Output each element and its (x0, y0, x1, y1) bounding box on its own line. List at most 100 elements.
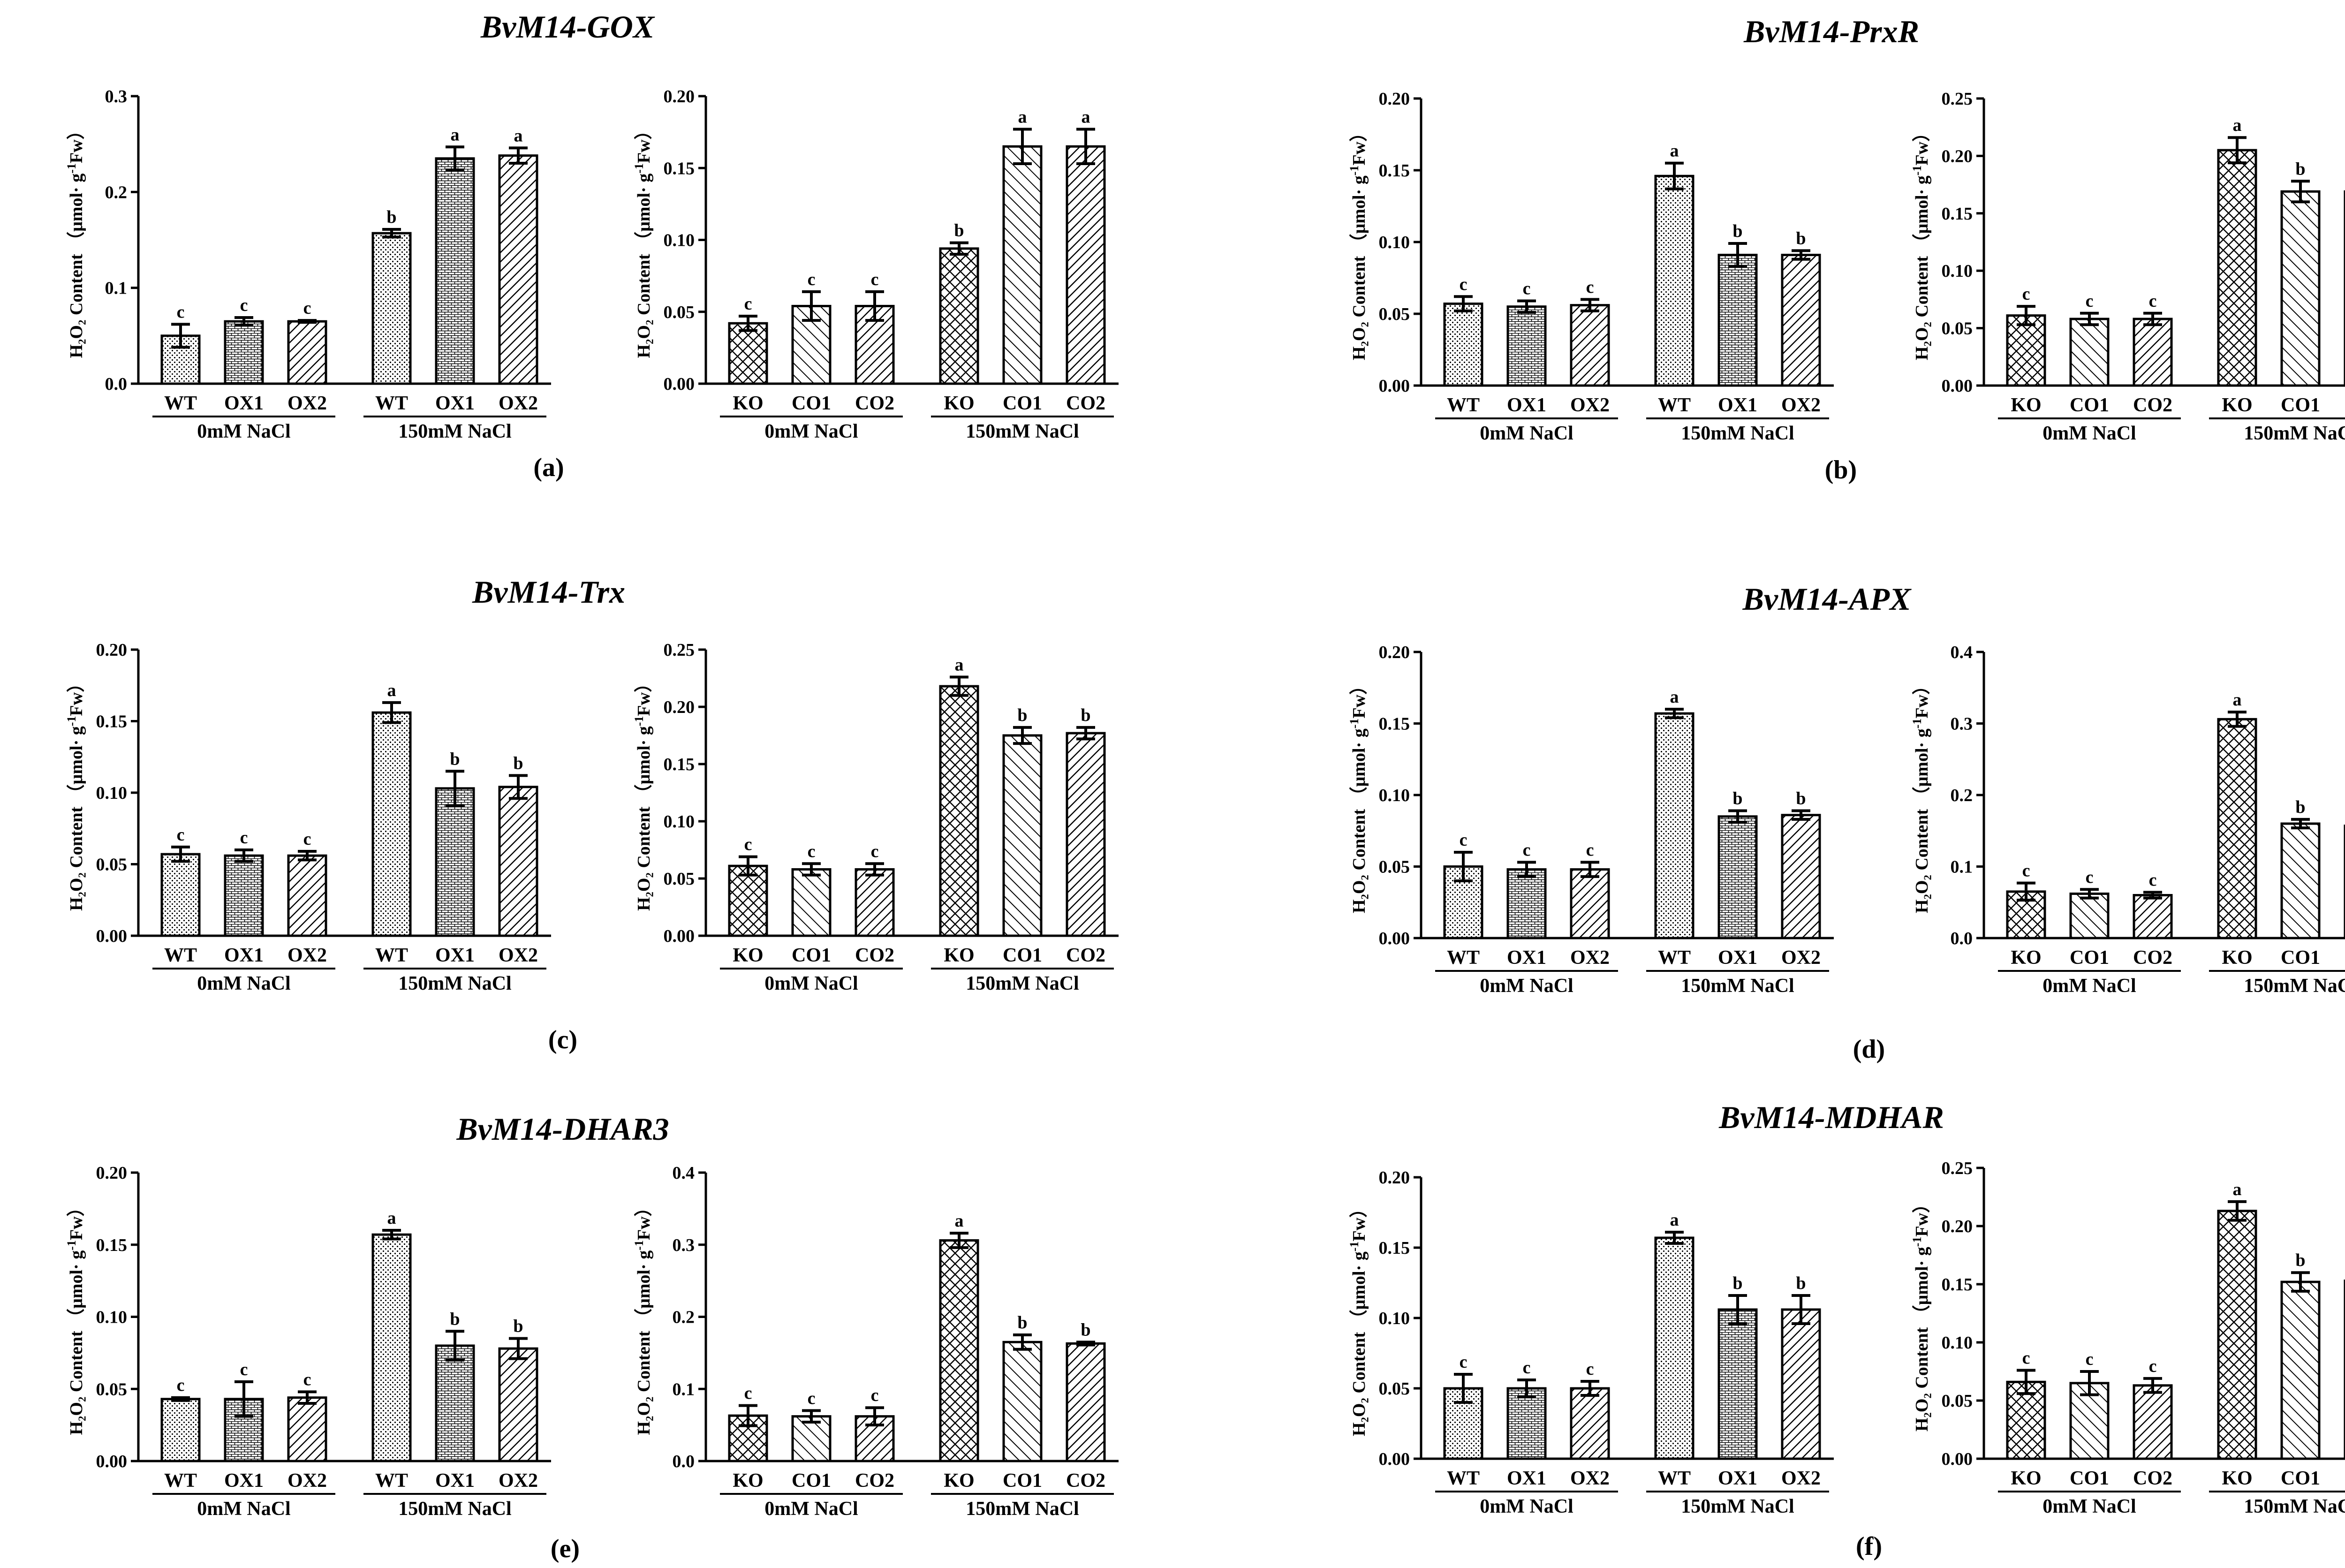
category-label: KO (944, 1470, 974, 1492)
group-label: 150mM NaCl (966, 421, 1079, 442)
significance-label: b (513, 753, 523, 773)
bar (1506, 868, 1547, 939)
bar (287, 854, 327, 937)
bar-chart: H₂O₂ Content （μmol· g-1Fw） 0.0 0.1 0.2 0.3 0.… (632, 1163, 1119, 1520)
y-tick-label: 0.05 (96, 855, 128, 875)
category-label: CO1 (2281, 394, 2320, 416)
bar (435, 787, 475, 937)
y-axis-label-quantity: H₂O₂ Content (1912, 251, 1932, 360)
category-label: OX1 (435, 945, 475, 966)
category-label: CO1 (2070, 394, 2109, 416)
bar (1781, 254, 1821, 387)
category-label: KO (2011, 1468, 2041, 1489)
bar (2069, 318, 2110, 387)
category-label: CO2 (1066, 393, 1105, 414)
y-tick-label: 0.20 (1942, 1217, 1973, 1236)
y-axis-label-unit: （μmol· g (634, 726, 654, 802)
y-tick-label: 0.05 (1379, 1379, 1410, 1399)
panel-label: (f) (1856, 1532, 1882, 1561)
significance-label: b (1081, 705, 1090, 725)
y-axis-label-unit-basis: Fw） (1349, 677, 1369, 719)
category-label: WT (375, 1470, 408, 1492)
group-label: 0mM NaCl (1480, 423, 1573, 444)
significance-label: a (1670, 1210, 1679, 1230)
category-label: WT (1447, 1468, 1480, 1489)
y-tick-label: 0.20 (1379, 643, 1410, 662)
bar (1443, 303, 1483, 387)
category-label: OX2 (1781, 394, 1821, 416)
y-tick-label: 0.1 (1951, 857, 1973, 877)
y-tick-label: 0.0 (673, 1452, 695, 1471)
y-tick-label: 0.10 (1379, 233, 1410, 252)
bar (1570, 1387, 1610, 1460)
y-tick-label: 0.00 (1379, 1449, 1410, 1469)
group-label: 150mM NaCl (966, 1498, 1079, 1520)
significance-label: a (955, 655, 964, 675)
category-label: WT (1447, 394, 1480, 416)
y-axis-label-quantity: H₂O₂ Content (1912, 804, 1932, 913)
bar (1570, 304, 1610, 387)
y-tick-label: 0.10 (1942, 1333, 1973, 1353)
group-label: 150mM NaCl (2244, 1496, 2345, 1517)
y-axis-label: H₂O₂ Content （μmol· g-1Fw） (65, 121, 86, 358)
significance-label: a (955, 1211, 964, 1231)
y-tick-label: 0.20 (664, 87, 695, 106)
y-tick-label: 0.3 (673, 1235, 695, 1255)
bar (2133, 1384, 2173, 1460)
significance-label: b (1732, 789, 1742, 809)
bar (791, 868, 832, 937)
y-axis-label-unit: （μmol· g (67, 174, 86, 250)
bar (1781, 1308, 1821, 1460)
category-label: CO2 (2133, 394, 2172, 416)
significance-label: b (1017, 705, 1027, 725)
category-label: KO (2222, 394, 2252, 416)
y-axis-label-unit-exponent: -1 (632, 1240, 646, 1250)
category-label: CO2 (855, 1470, 894, 1492)
bar-chart: H₂O₂ Content （μmol· g-1Fw） 0.0 0.1 0.2 0.3 c W… (65, 87, 551, 442)
bar (2006, 890, 2046, 939)
y-axis-label-unit: （μmol· g (1912, 175, 1932, 251)
y-tick-label: 0.20 (96, 1163, 128, 1183)
panel-title: BvM14-PrxR (1743, 14, 1919, 49)
category-label: WT (1658, 947, 1691, 969)
significance-label: c (240, 1360, 248, 1379)
y-axis-label-unit-basis: Fw） (1912, 1195, 1932, 1237)
y-tick-label: 0.3 (105, 87, 128, 106)
bar (2133, 318, 2173, 387)
group-label: 0mM NaCl (197, 973, 290, 994)
y-tick-label: 0.05 (96, 1379, 128, 1399)
y-tick-label: 0.3 (1951, 714, 1973, 734)
y-tick-label: 0.00 (1379, 929, 1410, 948)
category-label: KO (733, 393, 763, 414)
y-axis-label-unit-basis: Fw） (1912, 677, 1932, 719)
y-tick-label: 0.10 (1379, 786, 1410, 805)
significance-label: b (1796, 228, 1806, 248)
significance-label: c (177, 825, 185, 845)
category-label: OX1 (1507, 394, 1546, 416)
y-tick-label: 0.15 (1942, 1275, 1973, 1295)
significance-label: c (808, 1388, 816, 1408)
y-tick-label: 0.05 (664, 303, 695, 322)
y-axis-label: H₂O₂ Content （μmol· g-1Fw） (1347, 124, 1369, 360)
significance-label: b (450, 1309, 460, 1329)
y-axis-label: H₂O₂ Content （μmol· g-1Fw） (65, 1198, 86, 1435)
significance-label: c (177, 302, 185, 322)
bar (1506, 1387, 1547, 1460)
y-tick-label: 0.10 (664, 812, 695, 832)
panel-2: BvM14-Trx(c)H₂O₂ Content （μmol· g-1Fw）0.… (65, 574, 1119, 1054)
y-axis-label-unit: （μmol· g (67, 1250, 86, 1326)
y-axis-label-unit-exponent: -1 (65, 1240, 78, 1250)
bar (435, 157, 475, 385)
significance-label: b (954, 221, 964, 241)
category-label: OX1 (435, 1470, 475, 1492)
y-axis-label-unit-basis: Fw） (67, 121, 86, 163)
bar (2006, 314, 2046, 387)
bar (1002, 734, 1043, 937)
significance-label: a (514, 126, 523, 145)
bar (939, 247, 979, 385)
category-label: KO (2222, 1468, 2252, 1489)
y-tick-label: 0.15 (1379, 714, 1410, 734)
bar (728, 322, 768, 385)
group-label: 150mM NaCl (398, 421, 511, 442)
